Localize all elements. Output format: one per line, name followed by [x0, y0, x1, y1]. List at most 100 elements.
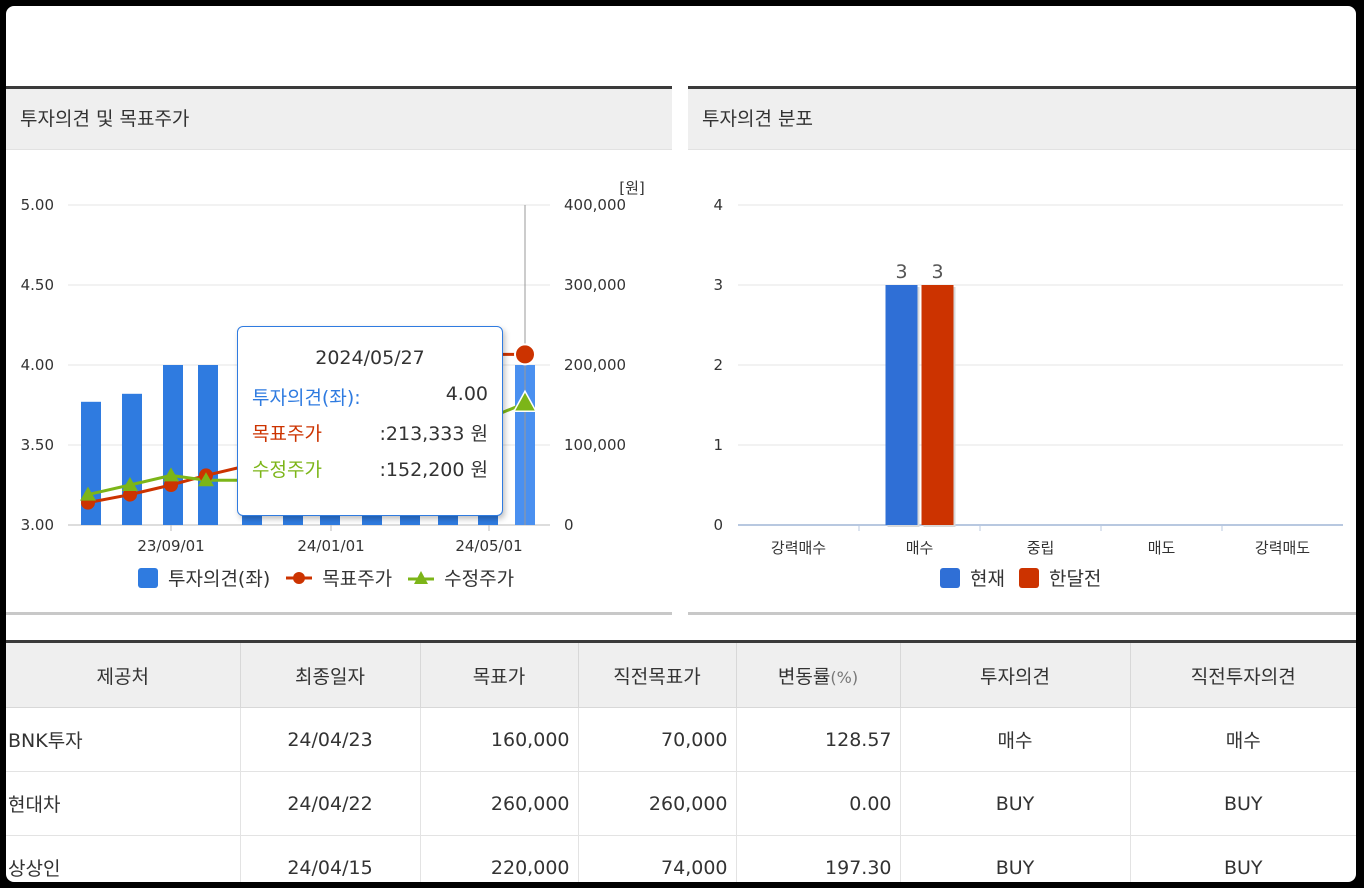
legend-label: 투자의견(좌): [168, 568, 271, 590]
adjusted-price-point-active: [512, 389, 538, 412]
opinion-bar: [122, 393, 142, 525]
chart-tooltip: 2024/05/27 투자의견(좌): 4.00 목표주가 :213,333 원…: [237, 326, 503, 516]
panel-title: 투자의견 분포: [688, 89, 1356, 150]
target-price-point: [123, 487, 137, 502]
col-header-target[interactable]: 목표가: [420, 640, 579, 708]
y-left-tick-label: 5.00: [21, 196, 54, 214]
y-left-tick-label: 4.00: [21, 356, 54, 374]
cell-date: 24/04/23: [240, 707, 421, 772]
opinion-bar: [163, 365, 183, 525]
y-tick-label: 2: [713, 356, 723, 374]
adjusted-price-point: [122, 477, 138, 491]
tooltip-value: :213,333 원: [379, 423, 489, 445]
cell-opinion: 매수: [900, 707, 1131, 772]
y-tick-label: 0: [713, 516, 723, 534]
tooltip-label: 수정주가: [252, 459, 322, 481]
cell-change: 197.30: [736, 835, 901, 882]
cell-provider: BNK투자: [6, 707, 241, 772]
y-right-tick-label: 200,000: [564, 356, 626, 374]
panel-title: 투자의견 및 목표주가: [6, 89, 672, 150]
opinion-bar: [198, 365, 218, 525]
y-tick-label: 3: [713, 276, 723, 294]
legend-swatch: [1018, 567, 1039, 588]
cell-target: 160,000: [420, 707, 579, 772]
line-triangle-icon: [408, 570, 435, 584]
cell-target: 260,000: [420, 771, 579, 836]
y-tick-label: 4: [713, 196, 723, 214]
opinion-target-panel: 투자의견 및 목표주가 3.00 0 3.50 100,000 4.00 200,000 4…: [6, 86, 672, 615]
chart-legend: 투자의견(좌) 목표주가 수정주가: [138, 564, 528, 591]
cell-change: 128.57: [736, 707, 901, 772]
tooltip-row-opinion: 투자의견(좌): 4.00: [252, 383, 488, 409]
legend-item-current[interactable]: 현재: [940, 564, 1005, 591]
opinion-distribution-panel: 투자의견 분포 0 1 2 3 4 강력매수 매수 중립 매도 강력매도 3 3 현재 한달전: [688, 86, 1356, 615]
cell-date: 24/04/22: [240, 771, 421, 836]
legend-label: 수정주가: [444, 568, 515, 590]
x-tick-label: 24/01/01: [297, 537, 364, 555]
cell-prev-target: 70,000: [578, 707, 737, 772]
legend-label: 목표주가: [322, 568, 393, 590]
legend-item-opinion[interactable]: 투자의견(좌): [138, 564, 270, 591]
y-right-tick-label: 0: [564, 516, 574, 534]
tooltip-label: 목표주가: [252, 423, 322, 445]
cell-provider: 현대차: [6, 771, 241, 836]
x-category-label: 강력매수: [771, 539, 826, 557]
x-tick-label: 24/05/01: [455, 537, 522, 555]
col-header-prev-opinion[interactable]: 직전투자의견: [1130, 640, 1356, 708]
col-header-change[interactable]: 변동률(%): [736, 640, 901, 708]
legend-item-price[interactable]: 수정주가: [406, 564, 514, 591]
y-tick-label: 1: [713, 436, 723, 454]
cell-target: 220,000: [420, 835, 579, 882]
y-left-tick-label: 3.50: [21, 436, 54, 454]
legend-swatch: [138, 567, 158, 588]
chart-legend: 현재 한달전: [940, 564, 1115, 591]
col-header-opinion[interactable]: 투자의견: [900, 640, 1131, 708]
legend-swatch: [940, 567, 960, 588]
cell-opinion: BUY: [900, 835, 1131, 882]
tooltip-label: 투자의견(좌):: [252, 387, 361, 409]
cell-prev-opinion: 매수: [1130, 707, 1356, 772]
cell-opinion: BUY: [900, 771, 1131, 836]
tooltip-row-price: 수정주가 :152,200 원: [252, 455, 488, 481]
adjusted-price-point: [163, 467, 179, 482]
col-header-date[interactable]: 최종일자: [240, 640, 421, 708]
legend-label: 한달전: [1048, 568, 1102, 590]
report-frame: 투자의견 및 목표주가 3.00 0 3.50 100,000 4.00 200,000 4…: [6, 6, 1356, 882]
x-category-label: 매도: [1148, 539, 1176, 557]
cell-change: 0.00: [736, 771, 901, 836]
y-left-tick-label: 3.00: [21, 516, 54, 534]
cell-prev-target: 260,000: [578, 771, 737, 836]
cell-prev-opinion: BUY: [1130, 835, 1356, 882]
cell-provider: 상상인: [6, 835, 241, 882]
header-unit: (%): [830, 667, 859, 687]
opinion-distribution-chart: 0 1 2 3 4 강력매수 매수 중립 매도 강력매도 3 3: [713, 196, 1343, 557]
tooltip-date: 2024/05/27: [315, 347, 425, 369]
table-row: 현대차 24/04/22 260,000 260,000 0.00 BUY BU…: [6, 771, 1356, 836]
bar-value-label: 3: [931, 261, 943, 283]
unit-label: [원]: [619, 179, 645, 197]
tooltip-value: 4.00: [445, 383, 488, 405]
target-price-point: [164, 478, 178, 492]
col-header-provider[interactable]: 제공처: [6, 640, 241, 708]
target-price-table: 제공처 최종일자 목표가 직전목표가 변동률(%) 투자의견 직전투자의견 BN…: [6, 640, 1356, 882]
y-right-tick-label: 100,000: [564, 436, 626, 454]
x-category-label: 중립: [1027, 539, 1055, 557]
x-category-label: 강력매도: [1255, 539, 1310, 557]
legend-label: 현재: [970, 568, 1005, 590]
tooltip-value: :152,200 원: [379, 459, 489, 481]
y-left-tick-label: 4.50: [21, 276, 54, 294]
line-dot-icon: [286, 571, 313, 584]
table-row: 상상인 24/04/15 220,000 74,000 197.30 BUY B…: [6, 835, 1356, 882]
legend-item-month-ago[interactable]: 한달전: [1018, 564, 1102, 591]
distribution-bar: [921, 285, 954, 525]
header-text: 변동률: [777, 665, 831, 688]
x-category-label: 매수: [906, 539, 934, 557]
table-header-row: 제공처 최종일자 목표가 직전목표가 변동률(%) 투자의견 직전투자의견: [6, 640, 1356, 708]
legend-item-target[interactable]: 목표주가: [284, 564, 392, 591]
x-tick-label: 23/09/01: [137, 537, 204, 555]
col-header-prev-target[interactable]: 직전목표가: [578, 640, 737, 708]
y-right-tick-label: 300,000: [564, 276, 626, 294]
tooltip-row-target: 목표주가 :213,333 원: [252, 419, 488, 445]
adjusted-price-point: [198, 472, 214, 487]
y-right-tick-label: 400,000: [564, 196, 626, 214]
